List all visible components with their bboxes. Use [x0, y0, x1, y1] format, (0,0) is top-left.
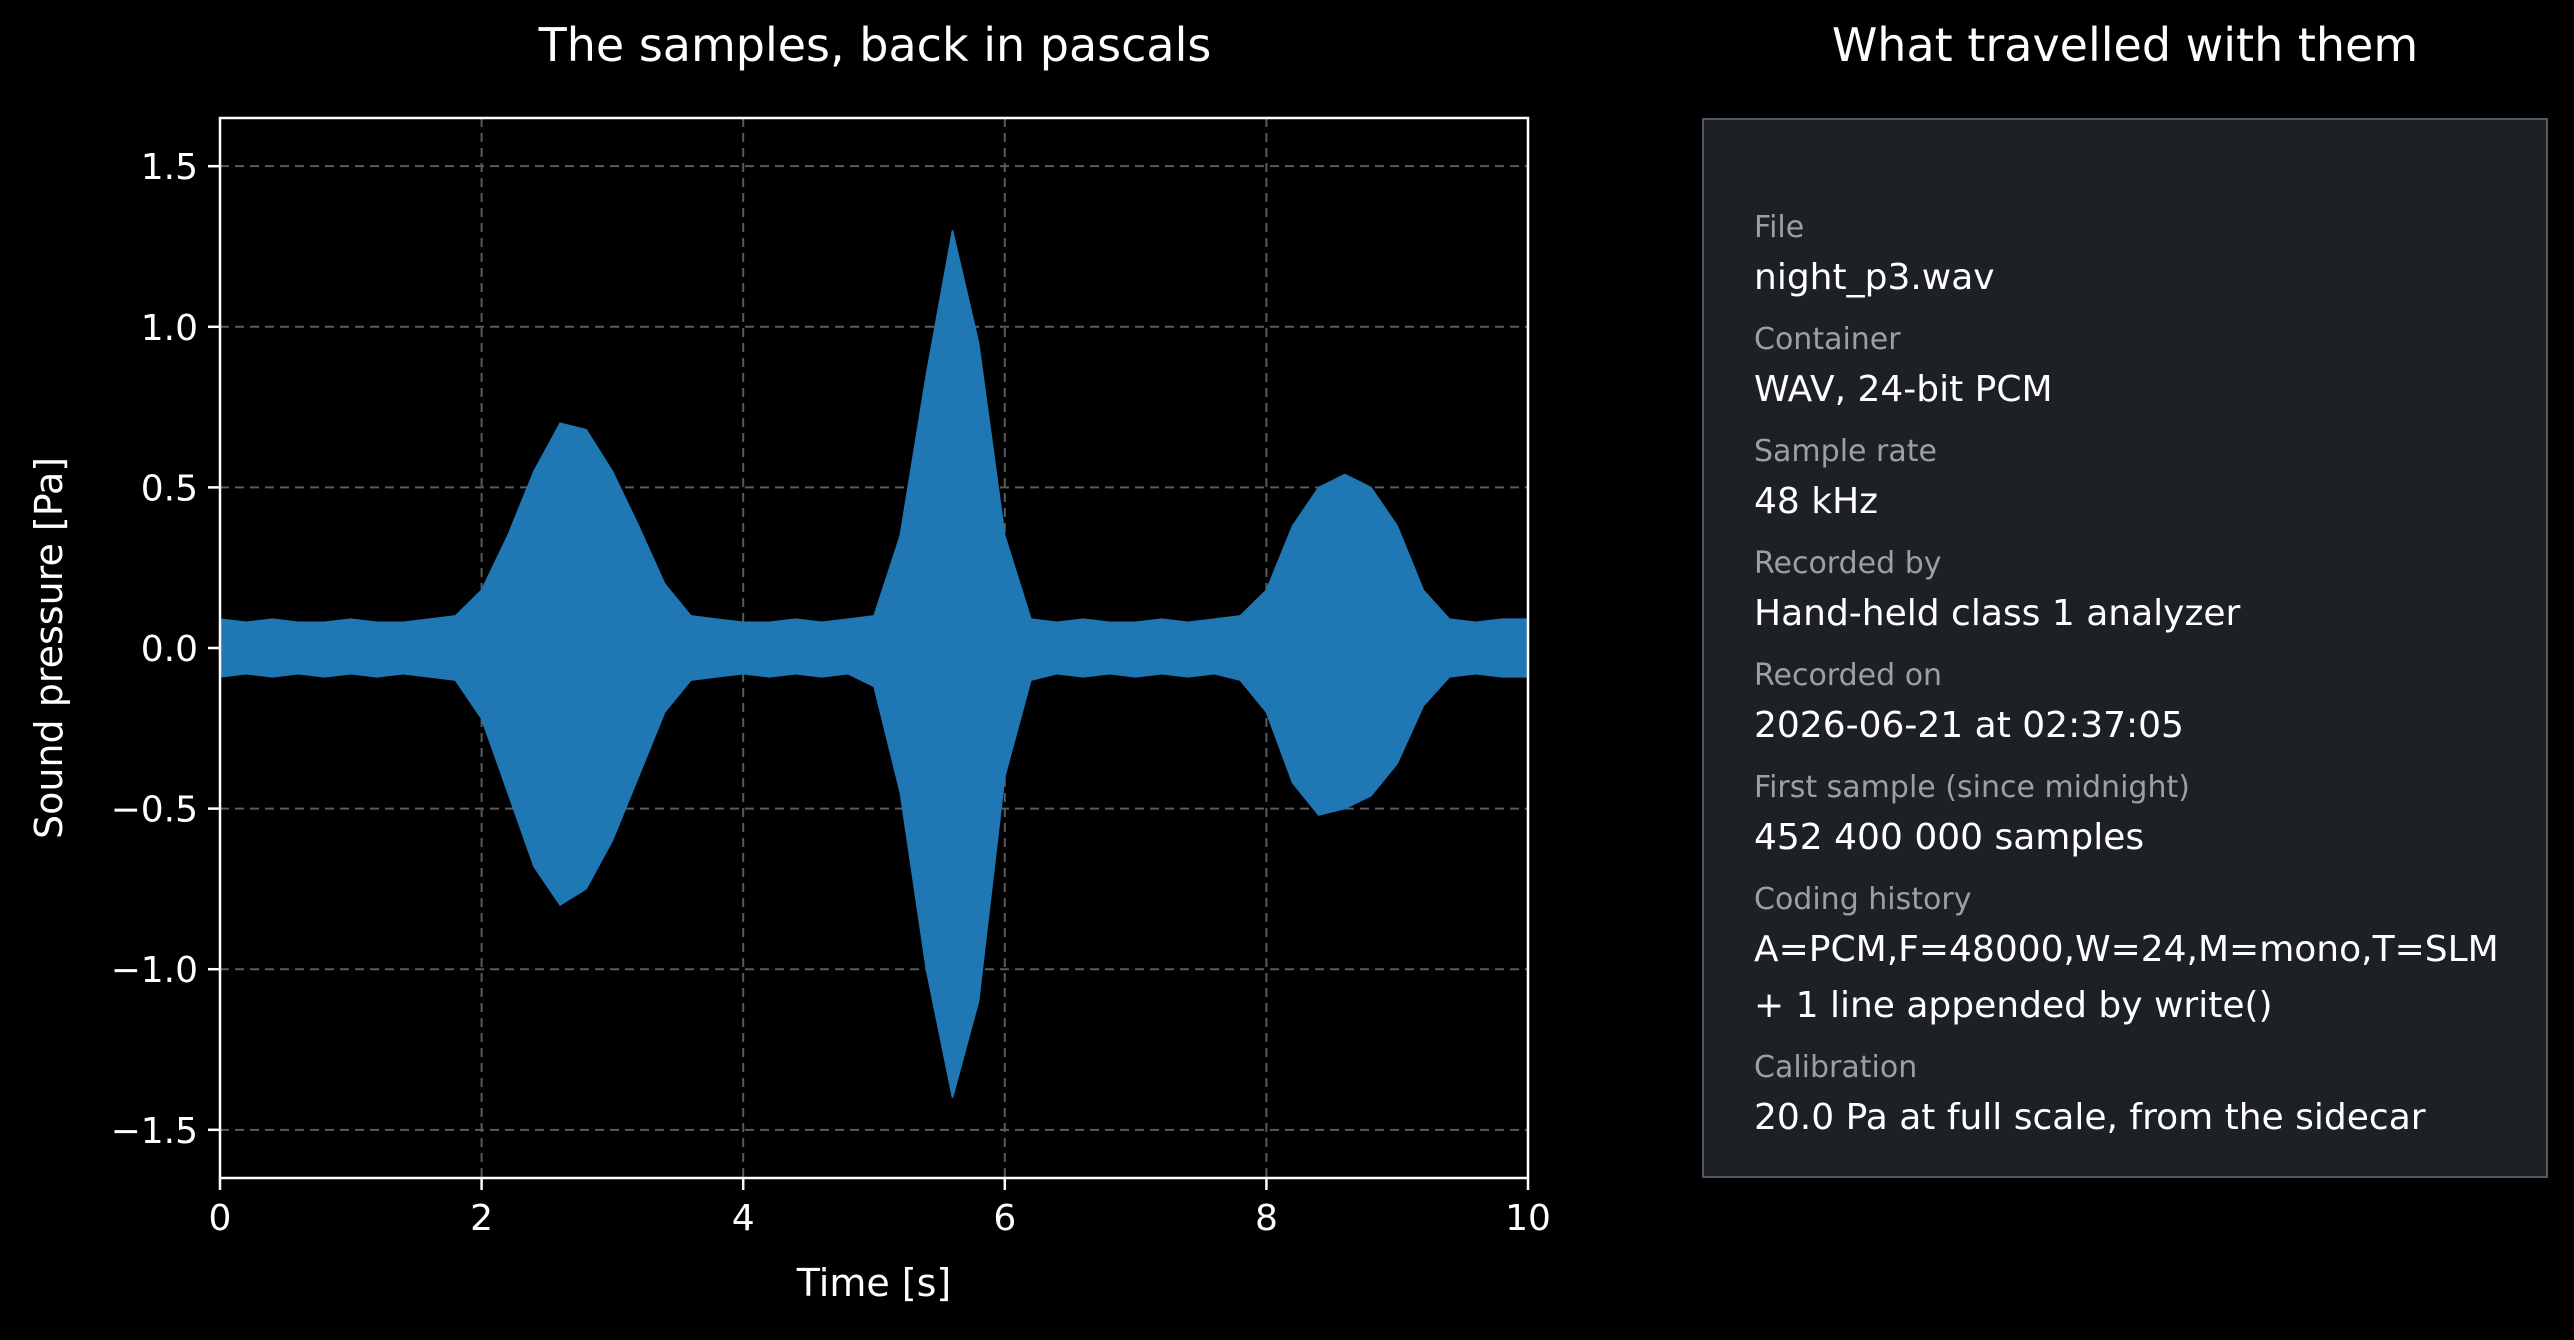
meta-value-file: night_p3.wav [1754, 257, 1995, 298]
x-tick-label: 4 [732, 1198, 755, 1239]
y-tick-label: −1.5 [111, 1111, 198, 1152]
meta-label-container: Container [1754, 322, 1901, 357]
waveform-envelope [219, 230, 1529, 1098]
meta-row-coding-history: Coding history A=PCM,F=48000,W=24,M=mono… [1754, 870, 2534, 1034]
meta-row-recorded-on: Recorded on 2026-06-21 at 02:37:05 [1754, 646, 2534, 754]
y-tick-label: −1.0 [111, 950, 198, 991]
x-tick-label: 0 [209, 1198, 232, 1239]
chart-ticks: 0 2 4 6 8 10 −1.5 −1.0 −0.5 0.0 0.5 1.0 1.5 [111, 147, 1551, 1239]
meta-row-recorded-by: Recorded by Hand-held class 1 analyzer [1754, 534, 2534, 642]
x-axis-label: Time [s] [796, 1261, 952, 1305]
meta-value-recorded-on: 2026-06-21 at 02:37:05 [1754, 705, 2184, 746]
meta-label-coding-history: Coding history [1754, 882, 1972, 917]
meta-value-first-sample: 452 400 000 samples [1754, 817, 2145, 858]
meta-value-container: WAV, 24-bit PCM [1754, 369, 2053, 410]
meta-value-recorded-by: Hand-held class 1 analyzer [1754, 593, 2241, 634]
y-tick-label: 1.0 [141, 308, 198, 349]
meta-label-calibration: Calibration [1754, 1050, 1918, 1085]
meta-value-calibration: 20.0 Pa at full scale, from the sidecar [1754, 1097, 2426, 1138]
meta-row-file: File night_p3.wav [1754, 198, 2534, 306]
y-tick-label: −0.5 [111, 790, 198, 831]
metadata-list: File night_p3.wav Container WAV, 24-bit … [1754, 198, 2534, 1150]
x-tick-label: 10 [1505, 1198, 1551, 1239]
x-tick-label: 2 [470, 1198, 493, 1239]
meta-label-recorded-by: Recorded by [1754, 546, 1942, 581]
plot-title: The samples, back in pascals [538, 18, 1212, 72]
meta-label-file: File [1754, 210, 1805, 245]
meta-label-sample-rate: Sample rate [1754, 434, 1937, 469]
meta-row-container: Container WAV, 24-bit PCM [1754, 310, 2534, 418]
y-axis-label: Sound pressure [Pa] [27, 457, 71, 839]
meta-value-sample-rate: 48 kHz [1754, 481, 1879, 522]
meta-label-first-sample: First sample (since midnight) [1754, 770, 2190, 805]
meta-row-first-sample: First sample (since midnight) 452 400 00… [1754, 758, 2534, 866]
chart-data-layer [219, 230, 1529, 1098]
meta-label-recorded-on: Recorded on [1754, 658, 1943, 693]
meta-row-calibration: Calibration 20.0 Pa at full scale, from … [1754, 1038, 2534, 1146]
x-tick-label: 6 [993, 1198, 1016, 1239]
metadata-title: What travelled with them [1831, 18, 2419, 72]
metadata-panel: File night_p3.wav Container WAV, 24-bit … [1702, 118, 2548, 1178]
y-tick-label: 1.5 [141, 147, 198, 188]
meta-value-coding-history-1: A=PCM,F=48000,W=24,M=mono,T=SLM [1754, 929, 2499, 970]
y-tick-label: 0.0 [141, 629, 198, 670]
y-tick-label: 0.5 [141, 468, 198, 509]
waveform-chart: 0 2 4 6 8 10 −1.5 −1.0 −0.5 0.0 0.5 1.0 1.5 Time [s]… [27, 116, 1551, 1305]
x-tick-label: 8 [1255, 1198, 1278, 1239]
meta-row-sample-rate: Sample rate 48 kHz [1754, 422, 2534, 530]
meta-value-coding-history-2: + 1 line appended by write() [1754, 985, 2273, 1026]
